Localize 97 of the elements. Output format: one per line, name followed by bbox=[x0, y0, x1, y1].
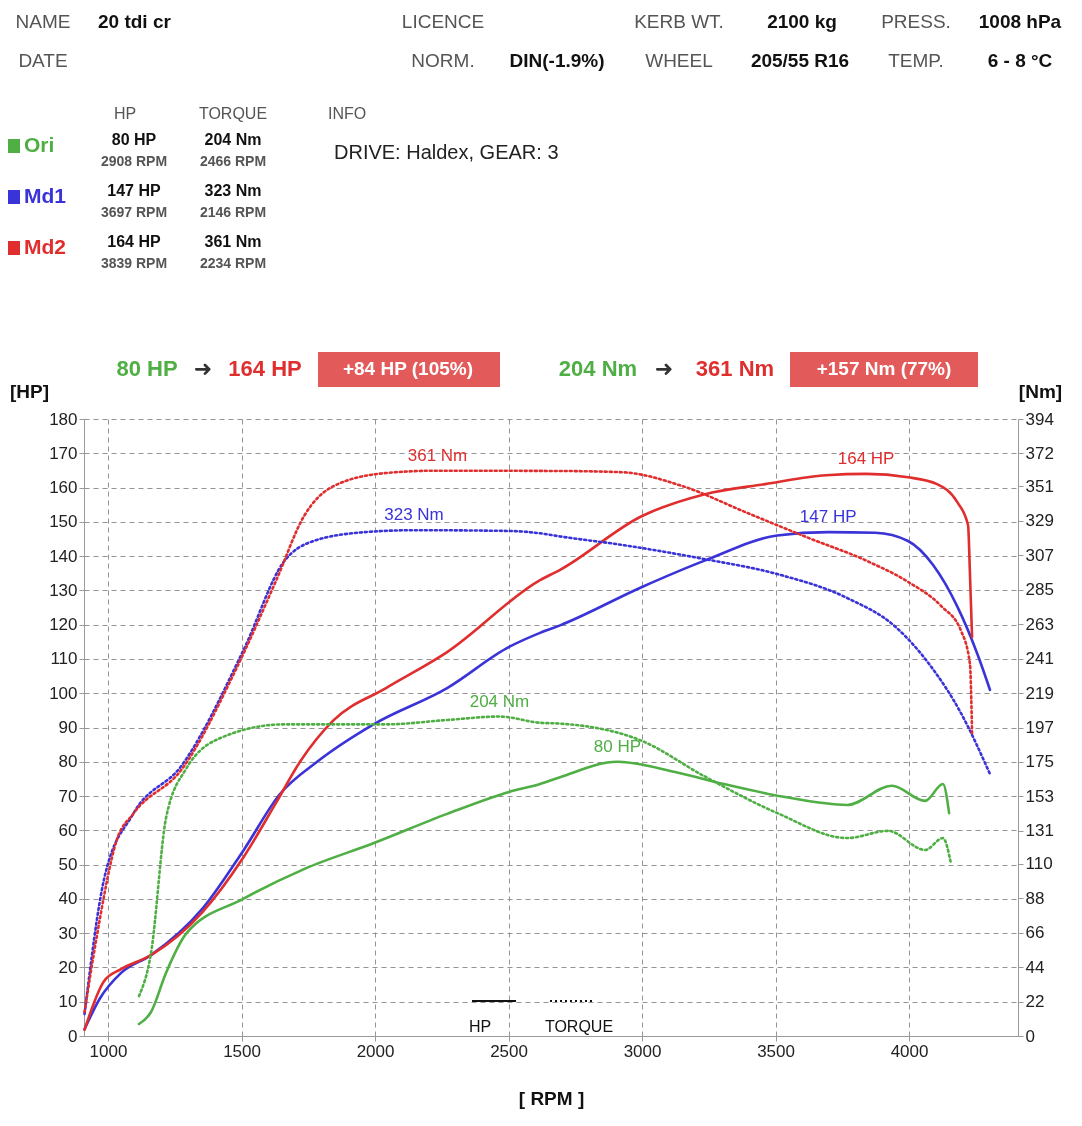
text: 361 Nm bbox=[204, 233, 262, 250]
y2-tick-label: 88 bbox=[1025, 888, 1045, 908]
text: 204 Nm bbox=[558, 356, 638, 381]
text: 2234 RPM bbox=[199, 255, 267, 271]
y-tick-label: 40 bbox=[58, 889, 78, 909]
text: 80 HP bbox=[116, 356, 178, 381]
y-tick-label: 0 bbox=[68, 1026, 78, 1046]
text: 205/55 R16 bbox=[750, 50, 850, 71]
annotation: TORQUE bbox=[544, 1018, 614, 1035]
x-axis-title: [ RPM ] bbox=[518, 1087, 585, 1109]
text: 164 HP bbox=[107, 233, 162, 250]
text: 164 HP bbox=[228, 356, 302, 381]
y2-tick-label: 241 bbox=[1025, 649, 1054, 669]
y2-tick-label: 0 bbox=[1025, 1026, 1035, 1046]
text: 3839 RPM bbox=[100, 255, 168, 271]
y-tick-label: 100 bbox=[49, 683, 78, 703]
y2-tick-label: 285 bbox=[1025, 580, 1054, 600]
y-tick-label: 110 bbox=[50, 649, 78, 669]
y-tick-label: 70 bbox=[58, 786, 78, 806]
text: TORQUE bbox=[198, 105, 268, 122]
text: LICENCE bbox=[401, 11, 485, 32]
data-label: 361 Nm bbox=[407, 445, 468, 465]
text: DIN(-1.9%) bbox=[509, 50, 605, 71]
y-tick-label: 130 bbox=[49, 580, 78, 600]
text: NAME bbox=[15, 11, 71, 32]
y-tick-label: 80 bbox=[58, 752, 78, 772]
data-label: 323 Nm bbox=[384, 505, 444, 525]
x-tick-label: 2000 bbox=[356, 1041, 395, 1061]
text: PRESS. bbox=[881, 11, 951, 32]
data-label: 147 HP bbox=[799, 507, 857, 527]
legend-label: Ori bbox=[24, 133, 55, 156]
text: ➜ bbox=[193, 356, 213, 381]
y-tick-label: 120 bbox=[49, 615, 78, 635]
text: 6 - 8 °C bbox=[987, 50, 1053, 71]
y-tick-label: 30 bbox=[58, 923, 78, 943]
text: KERB WT. bbox=[634, 11, 724, 32]
legend-label: Md1 bbox=[24, 184, 67, 207]
text: DRIVE: Haldex, GEAR: 3 bbox=[334, 141, 559, 163]
text: +157 Nm (77%) bbox=[816, 358, 952, 379]
y2-tick-label: 22 bbox=[1025, 992, 1045, 1012]
text: 323 Nm bbox=[204, 182, 262, 199]
y2-axis-title: [Nm] bbox=[1018, 380, 1063, 402]
y-tick-label: 140 bbox=[49, 546, 78, 566]
text: 2466 RPM bbox=[199, 153, 267, 169]
y2-tick-label: 219 bbox=[1025, 683, 1054, 703]
data-label: 80 HP bbox=[593, 736, 642, 756]
x-tick-label: 1500 bbox=[223, 1041, 261, 1061]
text: 2100 kg bbox=[767, 11, 837, 32]
y-tick-label: 60 bbox=[58, 820, 78, 840]
text: 80 HP bbox=[111, 131, 157, 148]
legend-label: Md2 bbox=[24, 235, 66, 258]
text: HP bbox=[113, 105, 137, 122]
y2-tick-label: 372 bbox=[1025, 443, 1054, 463]
text: DATE bbox=[18, 50, 68, 71]
y-tick-label: 20 bbox=[58, 957, 78, 977]
x-tick-label: 3000 bbox=[623, 1041, 662, 1061]
data-label: 204 Nm bbox=[469, 691, 530, 711]
y2-tick-label: 110 bbox=[1025, 854, 1053, 874]
y2-tick-label: 394 bbox=[1025, 409, 1054, 429]
y-tick-label: 10 bbox=[58, 992, 78, 1012]
y-tick-label: 170 bbox=[49, 443, 78, 463]
data-label: 164 HP bbox=[837, 448, 895, 468]
x-tick-label: 4000 bbox=[890, 1041, 929, 1061]
text: 361 Nm bbox=[695, 356, 775, 381]
text: 204 Nm bbox=[204, 131, 262, 148]
x-tick-label: 3500 bbox=[757, 1041, 795, 1061]
text: ➜ bbox=[654, 356, 674, 381]
annotation: HP bbox=[468, 1018, 492, 1035]
text: WHEEL bbox=[645, 50, 713, 71]
text: 2908 RPM bbox=[100, 153, 168, 169]
y2-tick-label: 329 bbox=[1025, 511, 1054, 531]
text: 20 tdi cr bbox=[98, 11, 172, 32]
text: +84 HP (105%) bbox=[342, 358, 474, 379]
y2-tick-label: 263 bbox=[1025, 614, 1054, 634]
text: 3697 RPM bbox=[100, 204, 168, 220]
y2-tick-label: 351 bbox=[1025, 476, 1054, 496]
y-tick-label: 90 bbox=[58, 718, 78, 737]
y2-tick-label: 131 bbox=[1025, 821, 1054, 841]
y2-tick-label: 44 bbox=[1025, 957, 1045, 977]
text: 2146 RPM bbox=[199, 204, 267, 220]
text: TEMP. bbox=[888, 50, 944, 71]
text: NORM. bbox=[411, 50, 475, 71]
y2-tick-label: 153 bbox=[1025, 786, 1054, 806]
y-axis-title: [HP] bbox=[9, 380, 50, 402]
x-tick-label: 1000 bbox=[89, 1041, 128, 1061]
y-tick-label: 180 bbox=[49, 409, 78, 429]
y2-tick-label: 197 bbox=[1025, 718, 1054, 737]
y-tick-label: 150 bbox=[49, 512, 78, 532]
text: 1008 hPa bbox=[978, 11, 1062, 32]
text: 147 HP bbox=[107, 182, 162, 199]
x-tick-label: 2500 bbox=[490, 1041, 528, 1061]
y2-tick-label: 175 bbox=[1025, 752, 1054, 772]
y-tick-label: 50 bbox=[58, 855, 78, 875]
y2-tick-label: 307 bbox=[1025, 545, 1054, 565]
y2-tick-label: 66 bbox=[1025, 923, 1045, 943]
text: INFO bbox=[328, 105, 367, 122]
y-tick-label: 160 bbox=[49, 478, 78, 498]
